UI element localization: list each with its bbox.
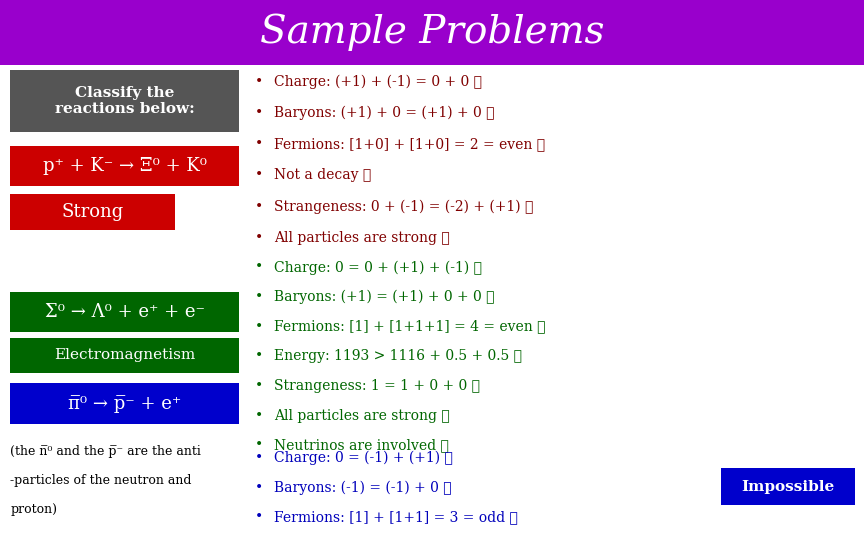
Text: Impossible: Impossible [742,480,835,494]
Text: •: • [255,168,264,183]
FancyBboxPatch shape [10,146,239,186]
Text: •: • [255,379,264,393]
Text: Fermions: [1] + [1+1+1] = 4 = even ☑: Fermions: [1] + [1+1+1] = 4 = even ☑ [274,320,545,334]
Text: All particles are strong ☑: All particles are strong ☑ [274,231,449,245]
Text: Fermions: [1+0] + [1+0] = 2 = even ☑: Fermions: [1+0] + [1+0] = 2 = even ☑ [274,137,545,151]
Text: π̅⁰ → p̅⁻ + e⁺: π̅⁰ → p̅⁻ + e⁺ [68,395,181,413]
Text: Neutrinos are involved ☒: Neutrinos are involved ☒ [274,438,448,453]
Text: •: • [255,438,264,453]
Text: Charge: 0 = 0 + (+1) + (-1) ☑: Charge: 0 = 0 + (+1) + (-1) ☑ [274,260,482,275]
Text: All particles are strong ☒: All particles are strong ☒ [274,409,449,423]
Text: •: • [255,409,264,423]
Text: Baryons: (+1) = (+1) + 0 + 0 ☑: Baryons: (+1) = (+1) + 0 + 0 ☑ [274,290,494,305]
Text: •: • [255,349,264,363]
Text: p⁺ + K⁻ → Ξ⁰ + K⁰: p⁺ + K⁻ → Ξ⁰ + K⁰ [43,157,206,175]
Text: •: • [255,290,264,304]
Text: Electromagnetism: Electromagnetism [54,348,195,362]
Text: •: • [255,260,264,274]
Text: proton): proton) [10,503,57,516]
Text: Baryons: (+1) + 0 = (+1) + 0 ☑: Baryons: (+1) + 0 = (+1) + 0 ☑ [274,106,494,120]
Text: Charge: (+1) + (-1) = 0 + 0 ☑: Charge: (+1) + (-1) = 0 + 0 ☑ [274,75,482,89]
Text: (the n̅⁰ and the p̅⁻ are the anti: (the n̅⁰ and the p̅⁻ are the anti [10,446,201,458]
Text: Energy: 1193 > 1116 + 0.5 + 0.5 ☑: Energy: 1193 > 1116 + 0.5 + 0.5 ☑ [274,349,522,363]
FancyBboxPatch shape [721,468,855,505]
FancyBboxPatch shape [10,338,239,373]
FancyBboxPatch shape [10,70,239,132]
Text: Fermions: [1] + [1+1] = 3 = odd ☒: Fermions: [1] + [1+1] = 3 = odd ☒ [274,510,518,524]
FancyBboxPatch shape [10,292,239,332]
Text: Σ⁰ → Λ⁰ + e⁺ + e⁻: Σ⁰ → Λ⁰ + e⁺ + e⁻ [45,303,205,321]
Text: Sample Problems: Sample Problems [260,14,604,51]
Text: Classify the
reactions below:: Classify the reactions below: [55,86,194,116]
FancyBboxPatch shape [10,194,175,230]
FancyBboxPatch shape [0,0,864,65]
Text: •: • [255,75,264,89]
Text: •: • [255,231,264,245]
Text: •: • [255,200,264,214]
Text: •: • [255,106,264,120]
Text: Strangeness: 0 + (-1) = (-2) + (+1) ☑: Strangeness: 0 + (-1) = (-2) + (+1) ☑ [274,200,533,214]
Text: •: • [255,137,264,151]
Text: •: • [255,451,264,465]
Text: Charge: 0 = (-1) + (+1) ☑: Charge: 0 = (-1) + (+1) ☑ [274,451,453,465]
Text: Strangeness: 1 = 1 + 0 + 0 ☑: Strangeness: 1 = 1 + 0 + 0 ☑ [274,379,480,393]
FancyBboxPatch shape [10,383,239,424]
Text: Baryons: (-1) = (-1) + 0 ☑: Baryons: (-1) = (-1) + 0 ☑ [274,481,452,495]
Text: •: • [255,510,264,524]
Text: Strong: Strong [61,203,124,221]
Text: Not a decay ☑: Not a decay ☑ [274,168,372,183]
Text: -particles of the neutron and: -particles of the neutron and [10,474,192,487]
Text: •: • [255,481,264,495]
Text: •: • [255,320,264,334]
